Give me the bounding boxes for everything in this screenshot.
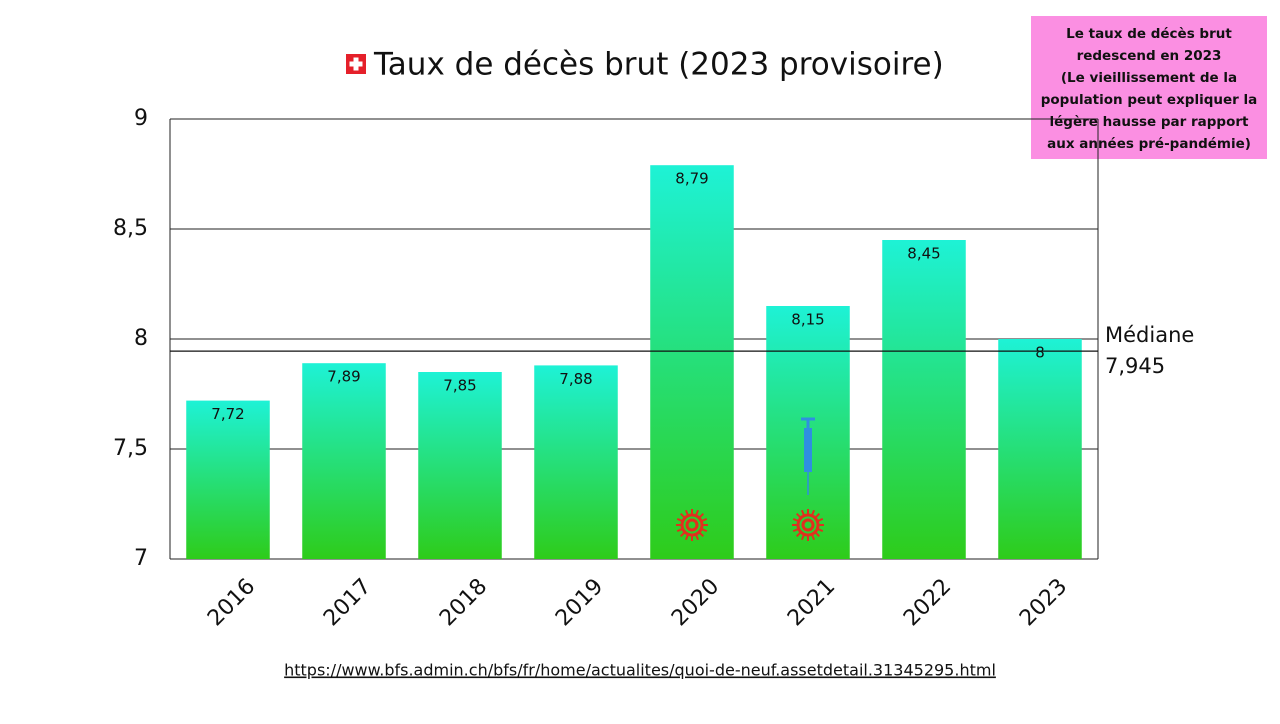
value-label: 8,45	[907, 245, 940, 263]
value-label: 7,88	[559, 370, 592, 388]
bar	[998, 339, 1082, 559]
bar	[302, 363, 386, 559]
median-name: Médiane	[1105, 323, 1194, 347]
bar	[882, 240, 966, 559]
annotation-line: (Le vieillissement de la	[1061, 70, 1237, 86]
x-tick-label: 2019	[551, 574, 608, 631]
value-label: 8,79	[675, 170, 708, 188]
annotation-line: légère hausse par rapport	[1050, 114, 1250, 130]
chart-title: Taux de décès brut (2023 provisoire)	[373, 47, 944, 83]
annotation-line: Le taux de décès brut	[1066, 26, 1232, 42]
bar	[534, 365, 618, 559]
x-tick-label: 2017	[319, 574, 376, 631]
value-label: 7,85	[443, 377, 476, 395]
x-tick-label: 2018	[435, 574, 492, 631]
x-tick-label: 2021	[783, 574, 840, 631]
virus-icon	[792, 509, 824, 541]
y-tick-label: 9	[134, 106, 148, 131]
y-tick-label: 7	[134, 546, 148, 571]
y-tick-label: 8,5	[113, 216, 148, 241]
x-tick-label: 2020	[667, 574, 724, 631]
annotation-line: population peut expliquer la	[1041, 92, 1258, 108]
value-label: 8	[1035, 344, 1045, 362]
annotation-line: redescend en 2023	[1077, 48, 1222, 64]
bar	[186, 400, 270, 559]
x-tick-label: 2016	[203, 574, 260, 631]
annotation-box	[1031, 16, 1267, 159]
source-link[interactable]: https://www.bfs.admin.ch/bfs/fr/home/act…	[284, 661, 996, 680]
y-tick-label: 7,5	[113, 436, 148, 461]
virus-icon	[676, 509, 708, 541]
value-label: 8,15	[791, 311, 824, 329]
value-label: 7,89	[327, 368, 360, 386]
value-label: 7,72	[211, 405, 244, 423]
annotation-line: aux années pré-pandémie)	[1047, 136, 1251, 152]
median-value: 7,945	[1105, 354, 1165, 378]
x-tick-label: 2023	[1015, 574, 1072, 631]
syringe-icon	[804, 428, 812, 472]
bar	[650, 165, 734, 559]
bar	[418, 372, 502, 559]
title-flag	[346, 54, 366, 74]
y-tick-label: 8	[134, 326, 148, 351]
x-tick-label: 2022	[899, 574, 956, 631]
